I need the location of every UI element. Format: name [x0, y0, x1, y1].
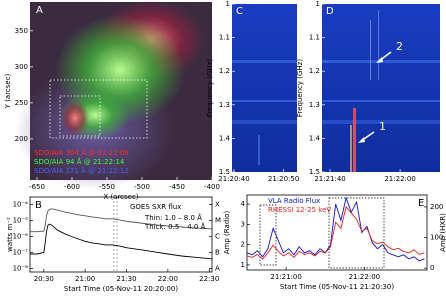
y-tick-label: 10⁻⁶ [13, 233, 29, 241]
x-tick-label: 20:30 [34, 275, 54, 283]
y2-tick-label: B [215, 248, 220, 256]
y-tick-label: 10⁻⁴ [13, 201, 29, 209]
x-axis-label: Start Time (05-Nov-11 21:20:30) [280, 283, 394, 291]
y2-tick-label: M [215, 217, 221, 225]
annotation: SDO/AIA 304 Å @ 21:22:08 [34, 148, 129, 157]
x-tick-label: 22:30 [199, 275, 219, 283]
annotation: 1 [379, 120, 386, 133]
y-tick-label: 1.4 [309, 134, 321, 142]
y-tick-label: 3 [241, 220, 245, 228]
x-tick-label: -450 [169, 183, 185, 191]
y-tick-label: 1 [226, 0, 230, 8]
x-tick-label: 21:21:40 [314, 175, 345, 183]
y-tick-label: 350 [15, 27, 28, 35]
y2-tick-label: 200 [430, 203, 443, 211]
legend-title: GOES SXR flux [130, 203, 181, 211]
legend-entry: Thick: 0.5 – 4.0 Å [144, 222, 206, 231]
y-tick-label: 1.2 [309, 67, 320, 75]
x-tick-label: 21:30 [116, 275, 136, 283]
x-axis-label: Start Time (05-Nov-11 20:20:00) [64, 285, 178, 293]
x-tick-label: -400 [204, 183, 220, 191]
panel-label: A [36, 5, 43, 16]
panel-label: D [326, 6, 334, 17]
x-tick-label: -650 [29, 183, 45, 191]
y-tick-label: 10⁻⁷ [13, 248, 29, 256]
x-tick-label: 22:00 [158, 275, 178, 283]
image-panel-a [15, 0, 212, 190]
y2-tick-label: C [215, 233, 220, 241]
series-line [246, 205, 425, 260]
panel-label: E [418, 198, 424, 209]
spectrogram-d [322, 4, 440, 172]
y2-tick-label: A [215, 264, 220, 272]
y-tick-label: 1.5 [309, 168, 320, 176]
plot-frame [29, 196, 213, 273]
spectrogram-c [232, 4, 297, 172]
y-tick-label: 1.4 [219, 134, 231, 142]
x-tick-label: 21:20:50 [268, 175, 299, 183]
x-tick-label: -500 [134, 183, 150, 191]
y-axis-label: watts m⁻² [6, 217, 14, 252]
y-tick-label: 10⁻⁵ [13, 217, 29, 225]
legend-entry: VLA Radio Flux [268, 197, 320, 205]
y2-tick-label: X [215, 201, 220, 209]
y-axis-label: Y (arcsec) [4, 73, 12, 109]
y-tick-label: 1.3 [219, 101, 230, 109]
y-tick-label: 1.1 [219, 34, 230, 42]
legend-entry: RHESSI 12-25 keV [268, 206, 331, 214]
y-axis-label: Frequency (GHz) [296, 59, 304, 117]
y-tick-label: 1.5 [219, 168, 230, 176]
annotation: SDO/AIA 171 Å @ 21:22:12 [34, 166, 129, 175]
series-line [30, 223, 213, 260]
y-tick-label: 10⁻⁸ [13, 264, 29, 272]
y2-tick-label: 0 [430, 264, 434, 272]
plot-frame [246, 194, 428, 271]
x-tick-label: 21:20:40 [218, 175, 249, 183]
y-tick-label: 250 [15, 99, 28, 107]
series-line [246, 196, 425, 262]
x-tick-label: 21:00 [75, 275, 95, 283]
y-tick-label: 300 [15, 63, 28, 71]
x-tick-label: -550 [99, 183, 115, 191]
y2-axis-label: Amp (HXR) [439, 213, 446, 252]
x-tick-label: -600 [64, 183, 80, 191]
y-tick-label: 1.1 [309, 34, 320, 42]
y-axis-label: Amp (Radio) [223, 211, 231, 255]
panel-label: B [35, 200, 42, 211]
y-tick-label: 200 [15, 135, 28, 143]
legend-entry: Thin: 1.0 – 8.0 Å [144, 213, 202, 222]
x-tick-label: 21:21:00 [270, 273, 301, 281]
x-tick-label: 21:22:00 [349, 273, 380, 281]
y-tick-label: 1 [316, 0, 320, 8]
y-tick-label: 4 [241, 200, 246, 208]
panel-label: C [236, 6, 243, 17]
y-tick-label: 2 [241, 241, 245, 249]
y-axis-label: Frequency (GHz) [206, 59, 214, 117]
annotation: SDO/AIA 94 Å @ 21:22:14 [34, 157, 125, 166]
y-tick-label: 1.3 [309, 101, 320, 109]
x-tick-label: 21:22:00 [384, 175, 415, 183]
y2-tick-label: 100 [430, 234, 443, 242]
series-line [30, 208, 213, 233]
y-tick-label: 1 [241, 261, 245, 269]
annotation: 2 [396, 40, 403, 53]
y-tick-label: 1.2 [219, 67, 230, 75]
